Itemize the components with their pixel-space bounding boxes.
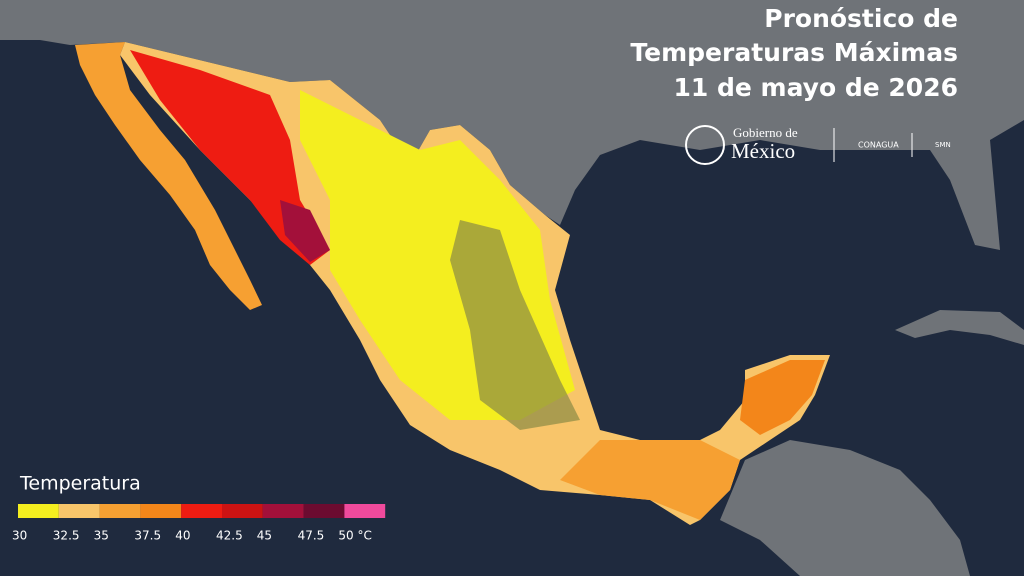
legend-tick-label: 32.5 — [53, 529, 80, 543]
legend-tick-label: 47.5 — [298, 529, 325, 543]
legend-tick-label: 35 — [94, 529, 109, 543]
legend-swatch — [18, 504, 59, 518]
hot-zone — [130, 50, 330, 265]
legend-swatch — [181, 504, 222, 518]
legend-tick-label: 45 — [257, 529, 272, 543]
legend-swatch — [140, 504, 182, 518]
legend-swatch — [222, 504, 263, 518]
legend-swatch — [344, 504, 386, 518]
title-line: Temperaturas Máximas — [630, 38, 958, 67]
legend-title: Temperatura — [19, 473, 141, 495]
seal — [685, 125, 725, 165]
logo-text: CONAGUA — [858, 141, 899, 150]
legend: 30 32.5 35 37.5 40 42.5 45 47.5 50 °C — [12, 504, 386, 543]
legend-tick-label: 37.5 — [134, 529, 161, 543]
legend-swatch — [262, 504, 304, 518]
legend-swatch — [58, 504, 100, 518]
logo-text: México — [731, 139, 795, 163]
legend-swatch — [99, 504, 141, 518]
usa-land — [0, 0, 1024, 250]
baja-california — [75, 42, 262, 310]
logo-text: SMN — [935, 141, 951, 149]
yucatan-hot — [740, 360, 825, 435]
legend-tick-label: 30 — [12, 529, 27, 543]
central-america — [720, 440, 970, 576]
legend-tick-label: 50 °C — [338, 529, 371, 543]
legend-swatch — [303, 504, 345, 518]
title-line: 11 de mayo de 2026 — [673, 73, 958, 102]
legend-tick-label: 40 — [175, 529, 190, 543]
extreme-zone — [280, 200, 330, 262]
cuba — [895, 310, 1024, 345]
title-line: Pronóstico de — [764, 4, 958, 33]
highlands — [450, 220, 580, 430]
logo-text: Gobierno de — [733, 125, 798, 140]
legend-tick-label: 42.5 — [216, 529, 243, 543]
south-hot — [560, 440, 740, 520]
